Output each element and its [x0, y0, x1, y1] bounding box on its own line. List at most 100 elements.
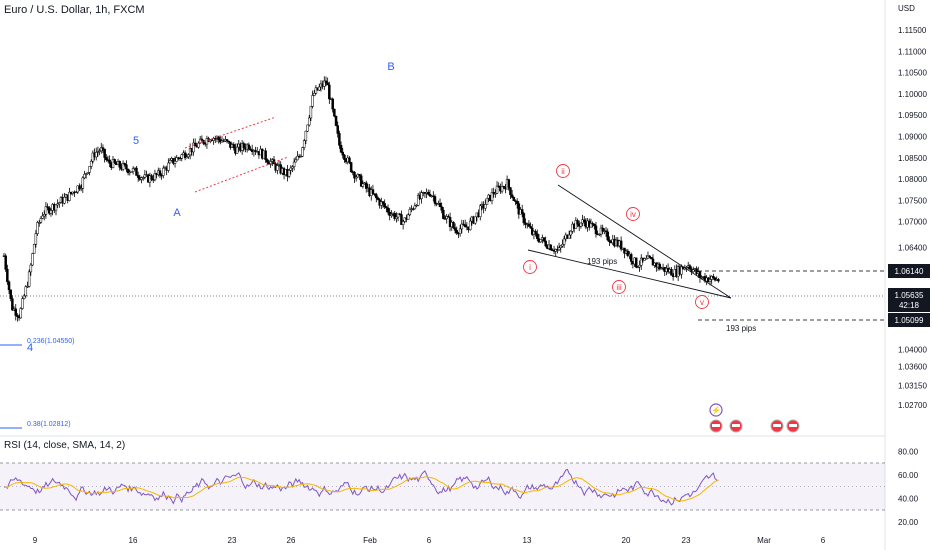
candle-body [304, 130, 308, 141]
candle-body [42, 214, 46, 217]
wave-label-5: 5 [133, 135, 139, 147]
wave-circle-v [695, 295, 709, 309]
rsi-tick-label: 60.00 [898, 471, 919, 480]
candle-body [32, 244, 36, 254]
candle-body [485, 197, 489, 205]
y-tick-label: 1.09500 [898, 111, 927, 120]
candle-body [266, 159, 269, 163]
candle-body [562, 238, 566, 245]
candle-body [626, 250, 630, 257]
candle-body [395, 216, 398, 219]
candle-body [336, 125, 339, 134]
candle-body [438, 203, 442, 207]
candle-body [510, 194, 514, 198]
candle-body [326, 82, 329, 86]
candle-body [529, 226, 532, 229]
candle-body [296, 155, 299, 161]
price-tag-upper: 1.06140 [895, 267, 924, 276]
candle-body [376, 197, 380, 200]
y-tick-label: 1.07000 [898, 218, 927, 227]
candle-body [433, 196, 437, 204]
candle-body [354, 176, 358, 179]
candle-body [406, 214, 410, 220]
candle-body [574, 220, 578, 229]
candle-body [604, 230, 608, 233]
y-tick-label: 1.10500 [898, 69, 927, 78]
candle-body [14, 308, 17, 316]
candle-body [515, 200, 519, 204]
candle-body [41, 215, 44, 219]
y-tick-label: 1.02700 [898, 401, 927, 410]
candle-body [217, 136, 220, 140]
candle-body [717, 279, 720, 282]
candle-body [460, 223, 464, 230]
countdown-tag: 42:18 [899, 301, 920, 310]
candle-body [143, 174, 147, 178]
candle-body [636, 266, 640, 269]
candle-body [494, 193, 497, 195]
candle-body [453, 227, 457, 231]
x-tick-label: 6 [821, 536, 826, 545]
candle-body [539, 239, 542, 243]
candle-body [242, 143, 246, 148]
candle-body [150, 175, 153, 180]
candle-body [358, 174, 361, 176]
candle-body [383, 203, 386, 208]
candle-body [408, 209, 412, 216]
candle-body [685, 266, 688, 269]
candle-body [130, 171, 133, 173]
candle-body [371, 189, 375, 194]
candle-body [19, 308, 23, 319]
candle-body [118, 161, 121, 168]
candle-body [79, 187, 83, 190]
candle-body [500, 185, 504, 192]
candle-body [339, 145, 343, 153]
candle-body [318, 86, 321, 91]
candle-body [83, 173, 86, 179]
candle-body [561, 244, 564, 247]
candle-body [455, 230, 459, 234]
channel-upper [184, 116, 277, 149]
candle-body [180, 154, 184, 159]
candle-body [495, 185, 499, 194]
candle-body [591, 223, 594, 225]
wave-circle-label: v [700, 298, 704, 307]
candle-body [63, 197, 66, 204]
candle-body [103, 148, 106, 158]
candle-body [688, 265, 692, 270]
candle-body [212, 138, 215, 141]
candle-body [651, 258, 655, 266]
candle-body [660, 268, 663, 270]
candle-body [334, 115, 338, 126]
rsi-title: RSI (14, close, SMA, 14, 2) [4, 440, 126, 451]
candle-body [452, 221, 455, 229]
candle-body [197, 142, 200, 148]
candle-body [593, 223, 596, 227]
candle-body [307, 117, 311, 126]
candle-body [479, 205, 482, 217]
price-tag-upper-bg [888, 264, 930, 278]
candle-body [158, 170, 162, 176]
candle-body [108, 159, 111, 164]
candle-body [323, 80, 326, 87]
x-tick-label: 23 [228, 536, 237, 545]
candle-body [185, 156, 189, 159]
y-tick-label: 1.03600 [898, 363, 927, 372]
y-tick-label: 1.08000 [898, 175, 927, 184]
candle-body [463, 224, 467, 228]
candle-body [135, 167, 138, 176]
candle-body [388, 211, 391, 216]
candle-body [445, 216, 448, 219]
candle-body [713, 277, 717, 281]
candle-body [428, 193, 432, 197]
candle-body [172, 158, 175, 164]
candle-body [606, 231, 609, 241]
candle-body [27, 271, 31, 287]
candle-body [56, 203, 59, 206]
candle-body [6, 269, 9, 283]
candle-body [39, 218, 43, 223]
fib-label-2: 0.38(1.02812) [27, 421, 71, 428]
candle-body [650, 257, 653, 260]
